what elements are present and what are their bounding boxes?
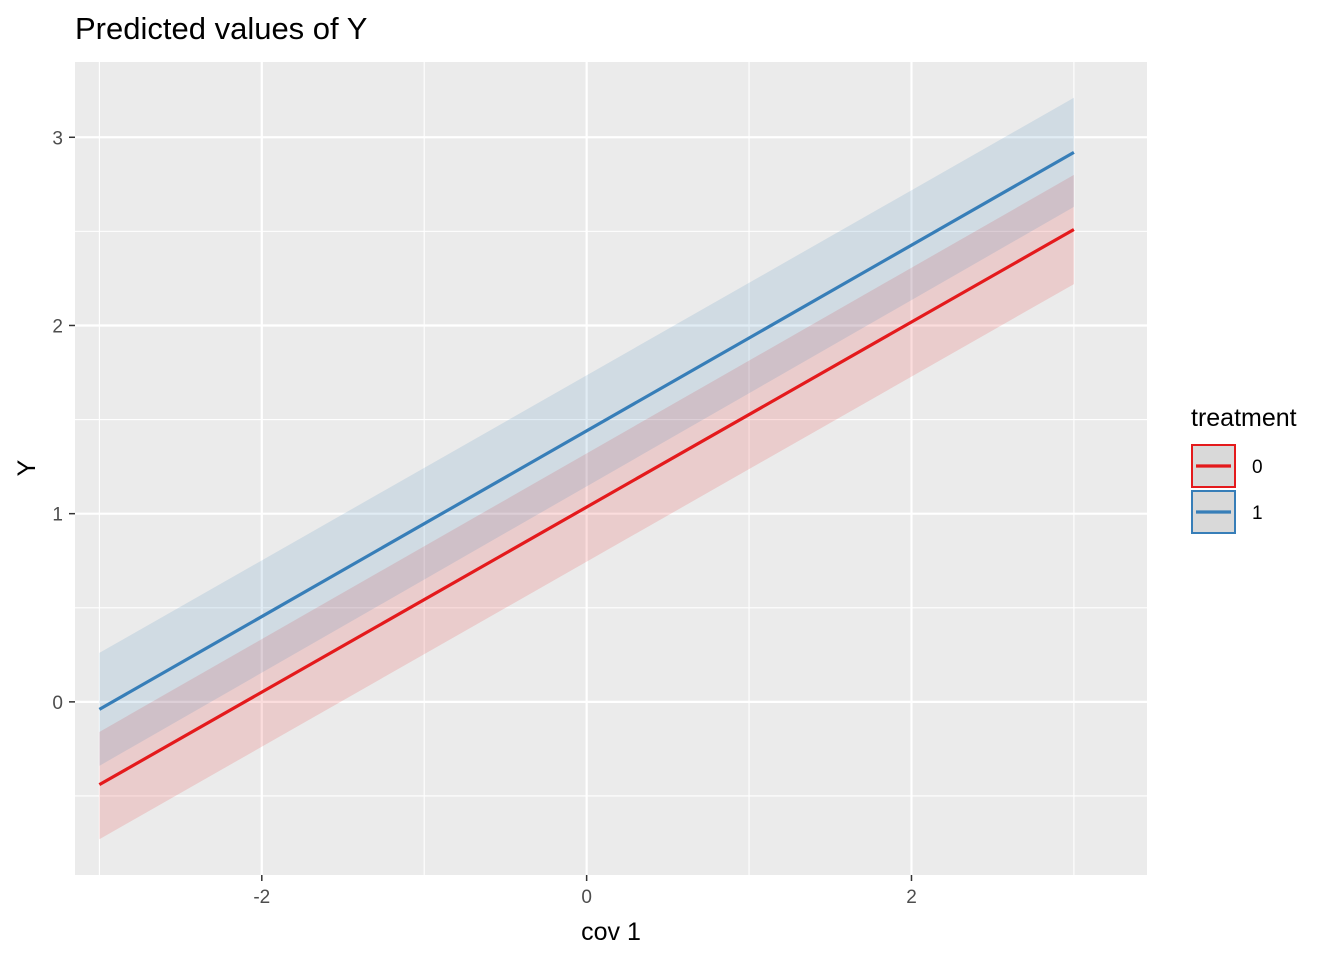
y-axis: 0 1 2 3 <box>52 128 75 714</box>
legend-item-1: 1 <box>1191 490 1263 534</box>
legend: treatment 0 1 <box>1191 404 1297 534</box>
legend-item-0: 0 <box>1191 444 1263 488</box>
x-axis-title: cov 1 <box>581 918 641 946</box>
chart-title: Predicted values of Y <box>75 11 367 46</box>
x-axis: -2 0 2 <box>253 875 917 908</box>
series-lines <box>98 150 1075 787</box>
plot-panel <box>75 62 1147 875</box>
y-tick-label: 0 <box>52 693 63 714</box>
legend-label-0: 0 <box>1252 457 1263 478</box>
y-tick-label: 1 <box>52 505 63 526</box>
x-tick-label: -2 <box>253 887 270 908</box>
legend-title: treatment <box>1191 404 1297 432</box>
major-gridlines <box>75 62 1147 875</box>
x-tick-label: 0 <box>581 887 592 908</box>
x-tick-label: 2 <box>906 887 917 908</box>
series-line-0 <box>98 228 1075 787</box>
series-line-1 <box>98 150 1075 711</box>
y-axis-title: Y <box>13 459 41 476</box>
minor-gridlines <box>75 62 1147 875</box>
legend-label-1: 1 <box>1252 503 1263 524</box>
y-tick-label: 2 <box>52 316 63 337</box>
y-tick-label: 3 <box>52 128 63 149</box>
